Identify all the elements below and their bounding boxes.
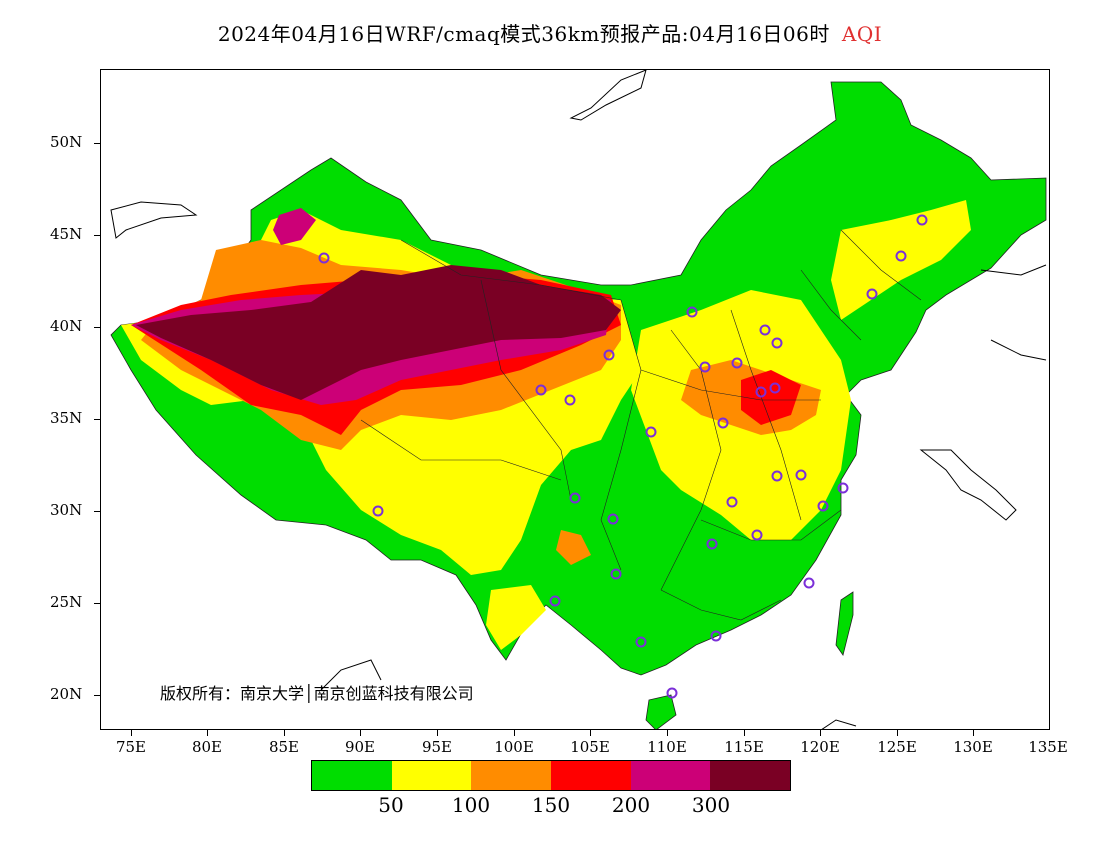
- lon-tick: [590, 730, 591, 736]
- lat-tick: [94, 143, 100, 144]
- lon-tick: [284, 730, 285, 736]
- lon-tick: [897, 730, 898, 736]
- lat-tick-label: 25N: [50, 593, 83, 611]
- lon-tick-label: 125E: [877, 738, 917, 756]
- legend-swatch-good: [312, 761, 392, 790]
- aqi-legend-bar: [311, 760, 791, 791]
- lon-tick-label: 95E: [421, 738, 453, 756]
- legend-value: 100: [451, 793, 491, 817]
- legend-swatch-unhealthy: [551, 761, 631, 790]
- taiwan-region: [835, 591, 854, 656]
- lon-tick-label: 80E: [191, 738, 223, 756]
- lat-tick-label: 35N: [50, 409, 83, 427]
- lat-tick-label: 30N: [50, 501, 83, 519]
- legend-swatch-hazardous: [710, 761, 791, 790]
- lat-tick-label: 20N: [50, 685, 83, 703]
- lat-tick: [94, 327, 100, 328]
- legend-swatch-very-unhealthy: [630, 761, 711, 790]
- legend-value: 50: [378, 793, 404, 817]
- lat-tick: [94, 235, 100, 236]
- variable-label: AQI: [841, 22, 883, 46]
- lon-tick-label: 120E: [800, 738, 840, 756]
- lon-tick: [744, 730, 745, 736]
- lon-tick: [437, 730, 438, 736]
- lon-tick: [514, 730, 515, 736]
- legend-swatch-moderate: [391, 761, 472, 790]
- lon-tick: [207, 730, 208, 736]
- lon-tick-label: 105E: [570, 738, 610, 756]
- map-canvas: [110, 70, 1047, 729]
- aqi-usg-region: [556, 530, 591, 565]
- aqi-moderate-region: [486, 585, 546, 650]
- hainan-region: [645, 694, 677, 729]
- lon-tick-label: 85E: [268, 738, 300, 756]
- title-text: 2024年04月16日WRF/cmaq模式36km预报产品:04月16日06时: [217, 22, 830, 46]
- aqi-hazardous-region: [136, 265, 621, 400]
- lon-tick-label: 115E: [724, 738, 764, 756]
- aqi-very-unhealthy-region: [273, 208, 316, 245]
- legend-value: 300: [691, 793, 731, 817]
- lat-tick-label: 50N: [50, 133, 83, 151]
- lon-tick-label: 130E: [953, 738, 993, 756]
- lon-tick: [360, 730, 361, 736]
- station-markers: [318, 214, 928, 699]
- legend-value: 200: [611, 793, 651, 817]
- lat-tick: [94, 603, 100, 604]
- province-borders: [360, 229, 922, 621]
- lat-tick: [94, 419, 100, 420]
- lon-tick-label: 135E: [1028, 738, 1068, 756]
- lon-tick: [973, 730, 974, 736]
- lon-tick-label: 75E: [115, 738, 147, 756]
- map-panel: [100, 69, 1050, 730]
- lon-tick-label: 90E: [344, 738, 376, 756]
- lat-tick-label: 45N: [50, 225, 83, 243]
- lon-tick: [667, 730, 668, 736]
- legend-value: 150: [531, 793, 571, 817]
- coastline-outlines: [110, 70, 1047, 729]
- lon-tick: [820, 730, 821, 736]
- lat-tick-label: 40N: [50, 317, 83, 335]
- lon-tick: [131, 730, 132, 736]
- map-title: 2024年04月16日WRF/cmaq模式36km预报产品:04月16日06时 A…: [0, 18, 1100, 47]
- legend-swatch-usg: [471, 761, 552, 790]
- lon-tick-label: 110E: [647, 738, 687, 756]
- lat-tick: [94, 695, 100, 696]
- lon-tick-label: 100E: [494, 738, 534, 756]
- copyright-notice: 版权所有：南京大学│南京创蓝科技有限公司: [160, 684, 474, 703]
- lat-tick: [94, 511, 100, 512]
